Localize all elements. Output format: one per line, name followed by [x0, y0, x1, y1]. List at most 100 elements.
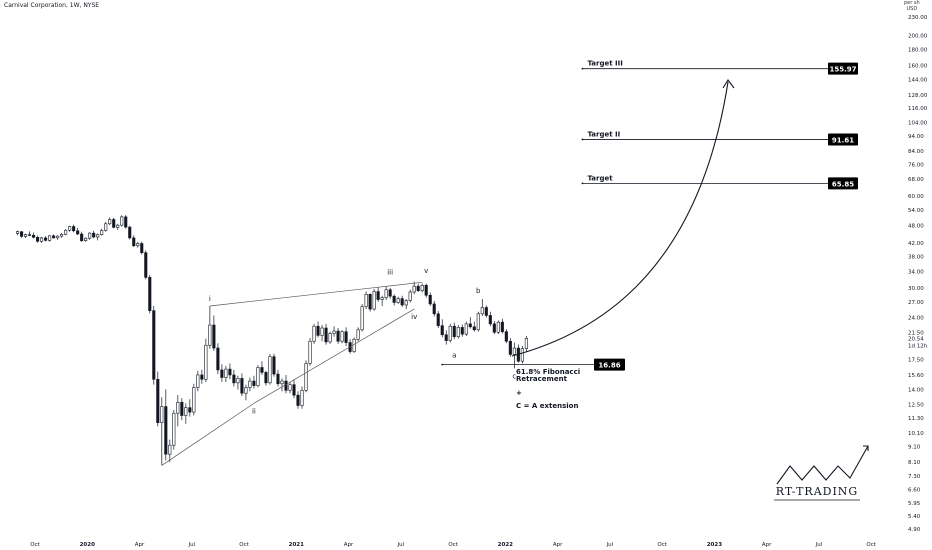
- candle-body: [432, 303, 436, 315]
- candle-body: [72, 226, 76, 232]
- candle-body: [164, 406, 168, 455]
- candle-body: [480, 307, 484, 315]
- price-tick-label: 94.00: [908, 134, 924, 140]
- time-tick-label: Apr: [135, 542, 145, 548]
- candle-body: [36, 237, 40, 242]
- candle-body: [220, 369, 224, 378]
- wedge-lower-line: [161, 403, 255, 466]
- candle-body: [292, 384, 296, 396]
- candle-body: [124, 216, 128, 228]
- candle-body: [140, 243, 144, 254]
- price-tick-label: 200.00: [908, 34, 928, 40]
- candle-body: [76, 230, 80, 235]
- candle-body: [120, 216, 124, 226]
- time-tick-label: Apr: [344, 542, 354, 548]
- candle-body: [492, 323, 496, 333]
- candle-body: [32, 234, 36, 238]
- candle-body: [284, 380, 288, 391]
- candle-body: [184, 407, 188, 416]
- time-tick-label: 2023: [707, 542, 722, 548]
- time-tick-label: Oct: [30, 542, 40, 548]
- candle-body: [308, 340, 312, 364]
- candle-body: [80, 233, 84, 241]
- price-tick-label: 5.40: [908, 514, 921, 520]
- candle-body: [168, 444, 172, 455]
- candle-body: [52, 235, 56, 239]
- projection-curve: [511, 81, 729, 357]
- candle-body: [444, 334, 448, 341]
- time-tick-label: Apr: [553, 542, 563, 548]
- price-axis[interactable]: 4.90 5.40 5.95 6.60 7.30 8.10 9.10 10.10 11.30 12…: [908, 15, 928, 533]
- target-price-box: [828, 133, 858, 146]
- candle-body: [364, 294, 368, 307]
- price-tick-label: 10.10: [908, 431, 924, 437]
- candle-body: [328, 333, 332, 343]
- candle-body: [404, 300, 408, 306]
- candle-body: [200, 374, 204, 380]
- price-tick-label: 27.00: [908, 300, 924, 306]
- candle-body: [312, 325, 316, 342]
- candle-body: [244, 387, 248, 394]
- price-tick-label: 6.60: [908, 487, 921, 493]
- candle-body: [488, 315, 492, 325]
- bar-countdown-label: 1d 12h: [908, 343, 928, 349]
- fib-note-line: +: [516, 389, 522, 397]
- candle-body: [520, 348, 524, 362]
- candle-body: [344, 331, 348, 343]
- candle-body: [452, 325, 456, 337]
- price-tick-label: 48.00: [908, 223, 924, 229]
- target-line-anchor: [581, 182, 584, 185]
- candle-body: [300, 389, 304, 406]
- candle-body: [412, 285, 416, 293]
- candle-body: [264, 372, 268, 384]
- candle-body: [380, 297, 384, 300]
- target-price-value: 155.97: [829, 66, 856, 74]
- price-tick-label: 60.00: [908, 194, 924, 200]
- candle-body: [112, 219, 116, 228]
- candle-body: [48, 235, 52, 241]
- rt-trading-logo: RT-TRADING: [774, 445, 869, 501]
- candle-body: [508, 340, 512, 355]
- time-axis[interactable]: Oct 2020 Apr Jul Oct 2021 Apr Jul Oct 2022 Apr Jul O…: [30, 542, 877, 548]
- candle-body: [132, 237, 136, 247]
- fib-note-line: 61.8% Fibonacci: [516, 368, 580, 376]
- price-tick-label: 5.95: [908, 501, 921, 507]
- candle-body: [224, 368, 228, 378]
- price-tick-label: 84.00: [908, 149, 924, 155]
- wave-label-v: v: [424, 267, 428, 275]
- price-tick-label: 54.00: [908, 208, 924, 214]
- candle-body: [212, 324, 216, 349]
- candle-body: [392, 295, 396, 303]
- price-tick-label: 38.00: [908, 255, 924, 261]
- time-tick-label: Oct: [657, 542, 667, 548]
- price-tick-label: 230.00: [908, 15, 928, 21]
- chart-symbol-title: Carnival Corporation, 1W, NYSE: [4, 2, 100, 9]
- candle-body: [248, 380, 252, 388]
- candle-body: [496, 321, 500, 333]
- candle-body: [16, 231, 20, 234]
- candle-body: [372, 291, 376, 310]
- candle-body: [476, 313, 480, 331]
- time-tick-label: 2022: [498, 542, 513, 548]
- candle-body: [64, 229, 68, 235]
- candle-body: [424, 285, 428, 296]
- time-tick-label: Jul: [187, 542, 195, 548]
- candle-body: [464, 323, 468, 335]
- wave-label-i: i: [209, 295, 211, 303]
- target-price-value: 91.61: [832, 136, 854, 144]
- price-tick-label: 24.00: [908, 316, 924, 322]
- candle-body: [144, 252, 148, 278]
- candle-body: [304, 363, 308, 391]
- candle-body: [92, 232, 96, 238]
- target-price-value: 65.85: [832, 180, 854, 188]
- candle-body: [180, 402, 184, 416]
- candle-body: [288, 384, 292, 391]
- candle-body: [88, 232, 92, 239]
- price-tick-label: 160.00: [908, 63, 928, 69]
- target-line-anchor: [581, 138, 584, 141]
- target-label: Target II: [587, 130, 620, 138]
- candle-body: [460, 327, 464, 335]
- wedge-lower-line: [253, 308, 415, 404]
- candle-body: [208, 324, 212, 346]
